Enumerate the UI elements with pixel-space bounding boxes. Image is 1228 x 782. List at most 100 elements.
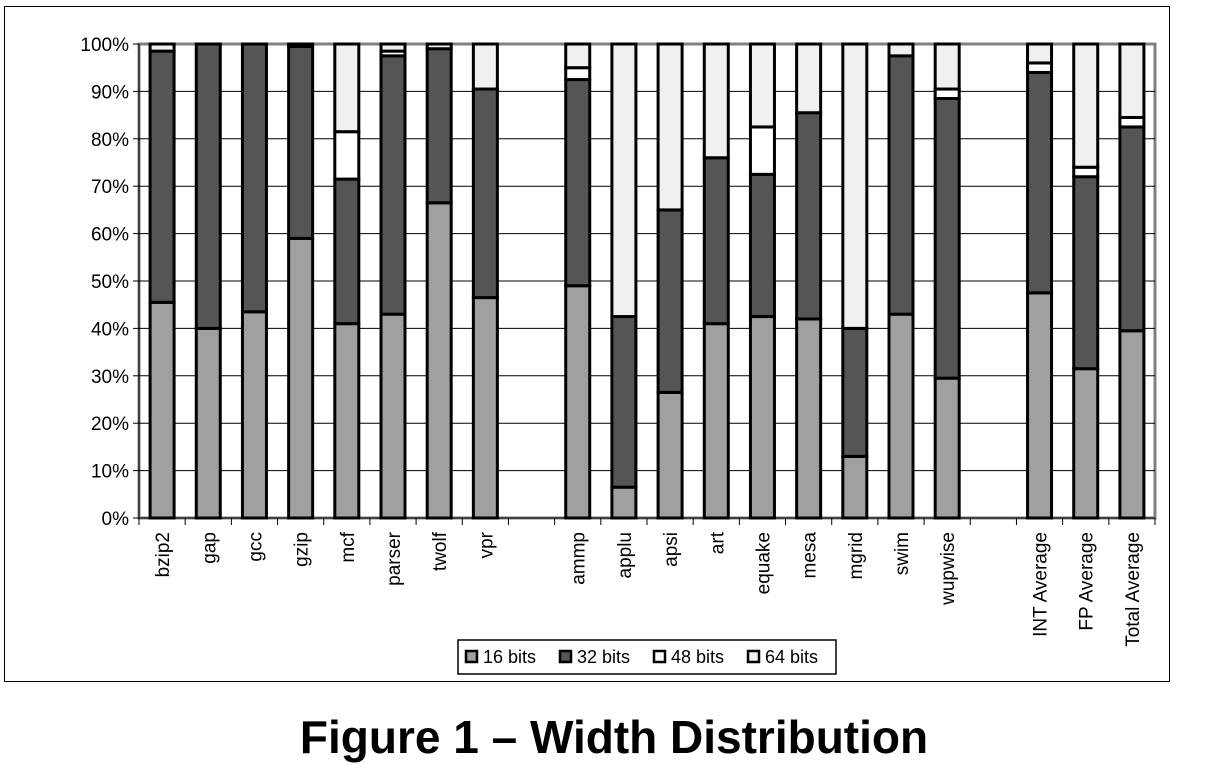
y-tick-label: 30%	[91, 367, 129, 388]
bar-segment	[841, 454, 869, 520]
y-tick-label: 90%	[91, 82, 129, 103]
legend-box	[457, 639, 837, 675]
bar-segment	[702, 42, 730, 160]
x-tick-label: swim	[892, 532, 913, 575]
bar-segment	[1118, 329, 1146, 520]
x-tick-label: gzip	[292, 532, 313, 567]
bar-segment	[610, 315, 638, 489]
legend-swatch	[558, 649, 573, 664]
x-tick-label: mesa	[800, 532, 821, 579]
bar-segment	[333, 177, 361, 326]
bar-segment	[287, 236, 315, 520]
bar-segment	[471, 42, 499, 91]
bar-segment	[287, 44, 315, 240]
bar-segment	[564, 66, 592, 82]
bar-segment	[471, 87, 499, 300]
x-tick-label: mcf	[338, 531, 359, 562]
bars	[148, 42, 1146, 520]
x-tick-label: gcc	[245, 532, 266, 562]
bar-segment	[1072, 367, 1100, 520]
x-tick-label: wupwise	[938, 532, 959, 606]
x-tick-label: mgrid	[846, 532, 867, 580]
legend-label: 16 bits	[483, 647, 536, 667]
x-tick-label: apsi	[661, 532, 682, 567]
y-tick-label: 100%	[80, 35, 129, 56]
bar-segment	[1026, 42, 1054, 65]
bar-segment	[287, 42, 315, 48]
bar-segment	[841, 42, 869, 330]
x-tick-label: bzip2	[153, 532, 174, 577]
legend-swatch	[746, 649, 761, 664]
x-tick-label: gap	[199, 532, 220, 564]
bar-segment	[656, 42, 684, 212]
bar-segment	[795, 111, 823, 321]
bar-segment	[702, 322, 730, 520]
bar-segment	[564, 42, 592, 70]
bar-segment	[1118, 125, 1146, 333]
bar-segment	[841, 326, 869, 458]
bar-segment	[425, 201, 453, 520]
x-tick-label: vpr	[476, 531, 497, 558]
y-tick-label: 0%	[102, 509, 130, 530]
y-tick-label: 20%	[91, 414, 129, 435]
x-tick-label: FP Average	[1077, 532, 1098, 631]
x-tick-label: Total Average	[1123, 532, 1144, 647]
y-tick-label: 60%	[91, 225, 129, 246]
bar-segment	[748, 42, 776, 129]
bar-segment	[887, 54, 915, 316]
bar-segment	[148, 49, 176, 304]
bar-segment	[656, 390, 684, 520]
bar-segment	[148, 42, 176, 53]
bar-segment	[240, 310, 268, 520]
bar-segment	[887, 312, 915, 520]
bar-segment	[933, 97, 961, 380]
bar-segment	[1118, 42, 1146, 119]
bar-segment	[748, 172, 776, 319]
bar-segment	[1072, 175, 1100, 371]
y-tick-label: 50%	[91, 272, 129, 293]
bar-segment	[564, 284, 592, 520]
bar-segment	[656, 208, 684, 394]
x-tick-label: applu	[615, 532, 636, 579]
bar-segment	[933, 376, 961, 520]
bar-segment	[610, 42, 638, 319]
legend-swatch	[464, 649, 479, 664]
figure-caption: Figure 1 – Width Distribution	[299, 711, 929, 763]
bar-segment	[194, 42, 222, 330]
bar-segment	[748, 315, 776, 520]
bar-segment	[379, 312, 407, 520]
legend-label: 64 bits	[765, 647, 818, 667]
x-tick-label: equake	[753, 532, 774, 594]
bar-segment	[1072, 42, 1100, 169]
y-tick-label: 70%	[91, 177, 129, 198]
y-axis: 0% 10% 20% 30% 40% 50% 60% 70% 80% 90% 100%	[80, 35, 140, 530]
bar-segment	[333, 130, 361, 181]
bar-segment	[702, 156, 730, 326]
y-tick-label: 10%	[91, 462, 129, 483]
bar-segment	[795, 42, 823, 115]
chart-frame	[4, 6, 1170, 682]
bar-segment	[610, 485, 638, 520]
legend-label: 32 bits	[577, 647, 630, 667]
y-tick-label: 40%	[91, 319, 129, 340]
x-tick-label: twolf	[430, 531, 451, 571]
bar-segment	[748, 125, 776, 176]
bar-segment	[1026, 70, 1054, 295]
x-axis: bzip2 gap gcc gzip mcf parser twolf vpr ammp appl…	[138, 517, 1156, 647]
bar-segment	[795, 317, 823, 520]
bar-segment	[933, 42, 961, 91]
legend: 16 bits 32 bits 48 bits 64 bits	[457, 639, 837, 675]
bar-segment	[471, 296, 499, 520]
bar-segment	[333, 42, 361, 134]
x-tick-label: parser	[384, 531, 405, 586]
bar-segment	[887, 42, 915, 58]
bar-segment	[379, 42, 407, 53]
legend-label: 48 bits	[671, 647, 724, 667]
bar-segment	[1026, 291, 1054, 520]
bar-segment	[379, 54, 407, 316]
x-tick-label: art	[707, 531, 728, 554]
bar-segment	[425, 42, 453, 51]
bar-segment	[148, 300, 176, 520]
width-distribution-chart: 0% 10% 20% 30% 40% 50% 60% 70% 80% 90% 100% bzip2 g…	[80, 35, 1157, 675]
bar-segment	[333, 322, 361, 520]
